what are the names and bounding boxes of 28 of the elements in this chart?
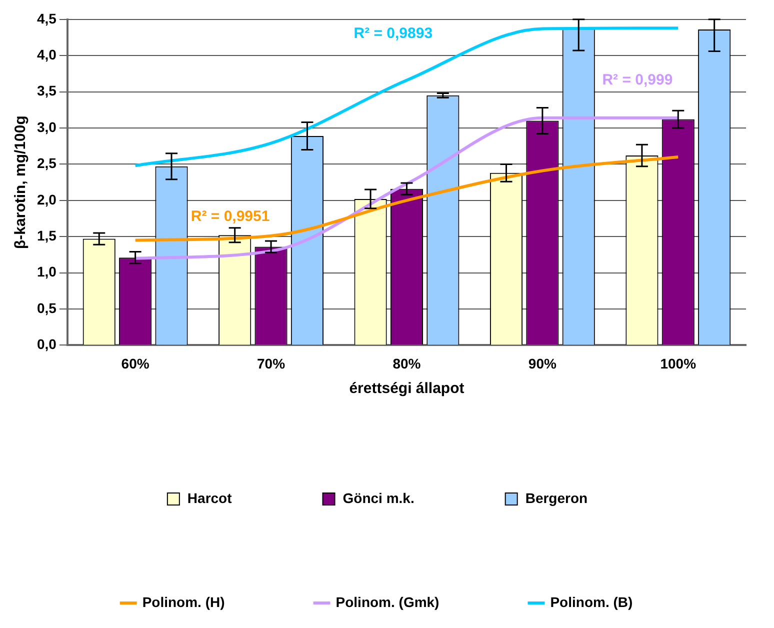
line-series — [134, 155, 680, 242]
line-series — [134, 26, 680, 168]
x-tick-label: 60% — [121, 355, 150, 372]
annotation: R² = 0,9951 — [190, 208, 270, 226]
x-tick-label: 100% — [660, 355, 697, 372]
y-tick-label: 3,0 — [36, 118, 57, 135]
y-tick-label: 2,0 — [36, 191, 57, 208]
y-tick-label: 0,0 — [36, 336, 57, 352]
x-axis-title: érettségi állapot — [349, 380, 464, 398]
x-tick-label: 70% — [257, 355, 286, 372]
y-tick-label: 1,5 — [36, 227, 57, 244]
legend-label: Polinom. (B) — [550, 594, 633, 610]
y-tick-label: 4,5 — [36, 10, 57, 26]
x-tick-label: 90% — [528, 355, 557, 372]
legend-label: Bergeron — [525, 490, 588, 506]
legend-label: Polinom. (Gmk) — [336, 594, 440, 610]
legend-label: Gönci m.k. — [342, 490, 414, 506]
legend-label: Harcot — [187, 490, 232, 506]
x-tick-label: 80% — [392, 355, 422, 372]
y-tick-label: 3,5 — [36, 82, 57, 99]
y-tick-label: 0,5 — [36, 300, 57, 316]
y-tick-label: 4,0 — [36, 46, 57, 62]
y-tick-label: 1,0 — [36, 264, 57, 280]
y-axis-title: β-karotin, mg/100g — [12, 116, 30, 249]
y-tick-label: 2,5 — [36, 155, 57, 172]
annotation: R² = 0,999 — [602, 71, 673, 88]
legend-label: Polinom. (H) — [142, 594, 225, 610]
annotation: R² = 0,9893 — [354, 25, 433, 42]
